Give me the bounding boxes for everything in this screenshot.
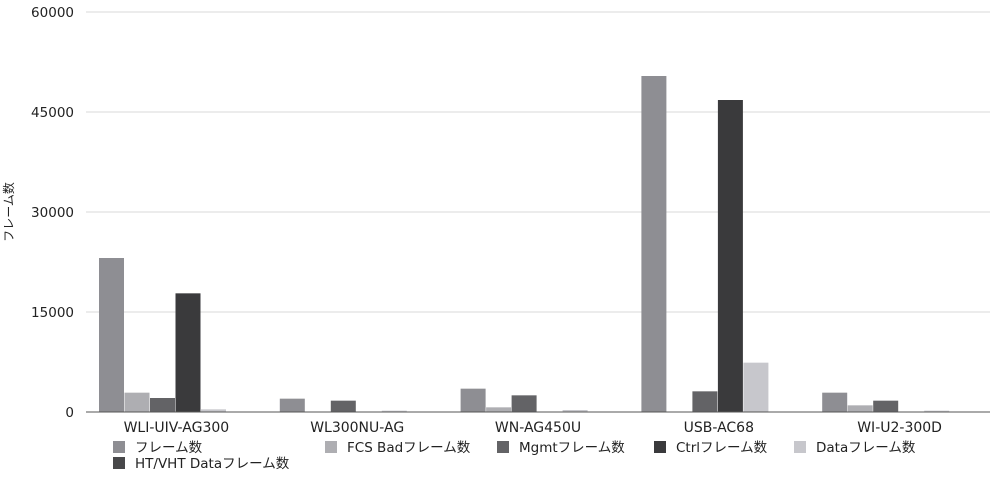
bar — [873, 400, 899, 412]
y-tick-label: 60000 — [31, 5, 74, 21]
bar — [641, 76, 667, 412]
bar — [822, 392, 848, 412]
legend-label: Ctrlフレーム数 — [676, 440, 768, 456]
y-tick-label: 45000 — [31, 105, 74, 121]
legend-item: Dataフレーム数 — [794, 440, 916, 456]
legend-label: FCS Badフレーム数 — [347, 440, 471, 456]
x-tick-label: USB-AC68 — [684, 420, 754, 436]
y-tick-label: 0 — [65, 405, 74, 421]
bar — [692, 391, 718, 412]
legend-item: Ctrlフレーム数 — [654, 440, 768, 456]
bar — [330, 400, 356, 412]
category-labels: WLI-UIV-AG300 WL300NU-AG WN-AG450U USB-AC68… — [124, 420, 942, 436]
bar — [717, 100, 743, 412]
legend-swatch — [497, 441, 509, 453]
x-tick-label: WLI-UIV-AG300 — [124, 420, 230, 436]
bar — [511, 395, 537, 412]
bar — [150, 398, 175, 412]
bar — [279, 398, 305, 412]
y-axis-ticks: 0 15000 30000 45000 60000 — [31, 5, 74, 421]
legend-item: Mgmtフレーム数 — [497, 440, 625, 456]
legend-label: HT/VHT Dataフレーム数 — [135, 456, 290, 472]
bar — [743, 362, 769, 412]
bar — [460, 388, 486, 412]
bar — [562, 410, 588, 412]
legend-swatch — [113, 457, 125, 469]
legend-item: HT/VHT Dataフレーム数 — [113, 456, 290, 472]
legend-swatch — [113, 441, 125, 453]
bars — [99, 76, 950, 412]
bar — [99, 258, 124, 412]
grid-lines — [86, 11, 990, 313]
bar — [486, 407, 512, 412]
y-tick-label: 15000 — [31, 305, 74, 321]
legend-label: Dataフレーム数 — [816, 440, 916, 456]
x-tick-label: WN-AG450U — [495, 420, 581, 436]
legend-swatch — [325, 441, 337, 453]
legend-label: フレーム数 — [135, 440, 203, 456]
bar — [124, 392, 150, 412]
x-tick-label: WL300NU-AG — [310, 420, 404, 436]
bar — [924, 410, 950, 412]
legend-swatch — [654, 441, 666, 453]
legend: フレーム数 FCS Badフレーム数 Mgmtフレーム数 Ctrlフレーム数 Dataフ… — [113, 440, 916, 472]
x-tick-label: WI-U2-300D — [857, 420, 942, 436]
y-axis-label: フレーム数 — [1, 182, 16, 242]
legend-item: フレーム数 — [113, 440, 203, 456]
bar — [847, 405, 873, 412]
y-tick-label: 30000 — [31, 205, 74, 221]
legend-item: FCS Badフレーム数 — [325, 440, 471, 456]
legend-swatch — [794, 441, 806, 453]
bar — [175, 293, 201, 412]
bar — [381, 410, 407, 412]
legend-label: Mgmtフレーム数 — [519, 440, 625, 456]
bar — [201, 409, 226, 412]
